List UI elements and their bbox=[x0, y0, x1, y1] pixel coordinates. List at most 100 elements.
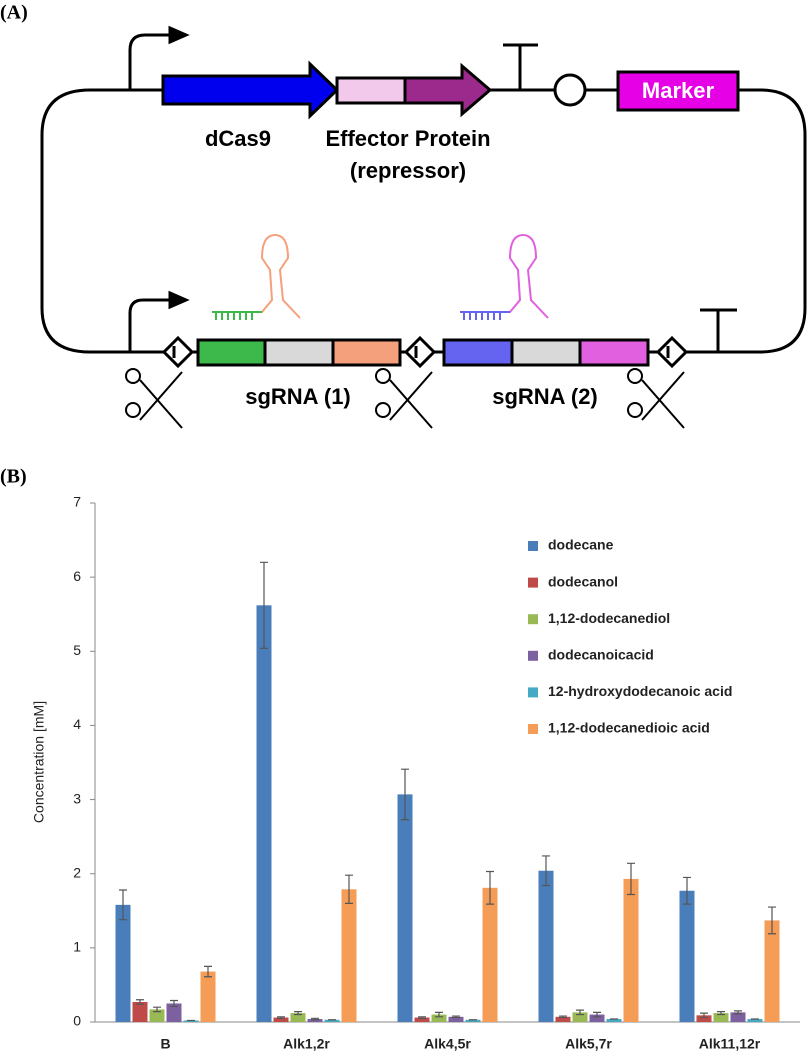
y-tick-label: 6 bbox=[73, 568, 81, 584]
error-bar bbox=[277, 1016, 285, 1019]
promoter-arrowhead bbox=[168, 290, 190, 310]
error-bar bbox=[700, 1012, 708, 1019]
bar bbox=[166, 1003, 182, 1022]
promoter bbox=[128, 33, 172, 90]
y-tick-label: 7 bbox=[73, 494, 81, 510]
legend-swatch bbox=[528, 650, 538, 661]
effector-domain bbox=[335, 76, 407, 105]
y-axis-title: Concentration [mM] bbox=[31, 701, 47, 823]
gene-label: (repressor) bbox=[350, 158, 466, 183]
bar bbox=[696, 1015, 712, 1022]
error-bar bbox=[486, 870, 494, 905]
legend-swatch bbox=[528, 724, 538, 734]
sgrna-guide bbox=[460, 311, 510, 320]
scissor-handle bbox=[375, 368, 391, 384]
error-bar bbox=[768, 906, 776, 935]
error-bar bbox=[452, 1015, 460, 1019]
x-tick-label: Alk1,2r bbox=[283, 1036, 330, 1052]
legend-label: dodecanol bbox=[548, 573, 618, 589]
legend-label: 1,12-dodecanedioic acid bbox=[548, 720, 710, 736]
terminator bbox=[503, 43, 538, 90]
y-tick-label: 0 bbox=[73, 1013, 81, 1029]
y-tick-label: 3 bbox=[73, 790, 81, 806]
cut-site bbox=[655, 335, 689, 369]
sgrna-structure bbox=[460, 233, 549, 319]
scissor-handle bbox=[627, 368, 643, 384]
marker-label: Marker bbox=[642, 78, 715, 103]
bar bbox=[115, 904, 131, 1022]
error-bar bbox=[260, 561, 268, 649]
legend-label: 1,12-dodecanediol bbox=[548, 610, 670, 626]
spacer-2 bbox=[442, 338, 514, 367]
error-bar bbox=[294, 1011, 302, 1016]
x-tick-label: Alk4,5r bbox=[424, 1036, 471, 1052]
marker-gene bbox=[616, 70, 740, 112]
error-bar bbox=[204, 965, 212, 978]
bar bbox=[465, 1019, 481, 1022]
bar bbox=[589, 1014, 605, 1022]
bar bbox=[183, 1020, 199, 1022]
panel-label: (A) bbox=[0, 2, 28, 24]
legend-swatch bbox=[528, 687, 538, 698]
sgrna-label: sgRNA (2) bbox=[492, 384, 598, 409]
gene-label: dCas9 bbox=[205, 126, 271, 151]
effector-gene bbox=[403, 62, 493, 118]
error-bar bbox=[542, 855, 550, 887]
bar bbox=[730, 1012, 746, 1022]
bar bbox=[713, 1013, 729, 1022]
bar bbox=[764, 920, 780, 1022]
origin bbox=[553, 73, 587, 107]
bar bbox=[307, 1019, 323, 1022]
scissor-handle bbox=[125, 368, 141, 384]
bar bbox=[324, 1019, 340, 1022]
bar bbox=[572, 1012, 588, 1022]
plasmid-diagram bbox=[40, 25, 807, 369]
legend-swatch bbox=[528, 541, 538, 551]
dcas9-gene bbox=[161, 60, 340, 120]
sgrna-icons bbox=[212, 233, 549, 320]
spacer-2-end bbox=[578, 338, 650, 367]
error-bar bbox=[593, 1011, 601, 1018]
sgrna-label: sgRNA (1) bbox=[245, 384, 351, 409]
y-tick-label: 4 bbox=[73, 716, 81, 732]
bar bbox=[606, 1019, 622, 1022]
error-bar bbox=[576, 1009, 584, 1016]
error-bar bbox=[627, 862, 635, 896]
x-tick-label: B bbox=[160, 1036, 170, 1052]
bar bbox=[538, 870, 554, 1022]
scissor-handle bbox=[375, 402, 391, 418]
error-bar bbox=[311, 1017, 319, 1021]
bar bbox=[200, 971, 216, 1022]
error-bar bbox=[717, 1011, 725, 1016]
error-bar bbox=[345, 874, 353, 904]
spacer-1-end bbox=[331, 338, 402, 367]
error-bar bbox=[559, 1015, 567, 1019]
scissor bbox=[389, 371, 433, 429]
error-bar bbox=[170, 999, 178, 1008]
panel-label: (B) bbox=[0, 466, 27, 488]
y-tick-label: 2 bbox=[73, 864, 81, 880]
promoter-arrowhead bbox=[168, 25, 190, 45]
bar bbox=[273, 1017, 289, 1022]
bar bbox=[431, 1014, 447, 1022]
error-bar bbox=[683, 876, 691, 905]
scissor-handle bbox=[627, 402, 643, 418]
bar bbox=[290, 1013, 306, 1022]
x-tick-label: Alk11,12r bbox=[699, 1036, 761, 1052]
bar bbox=[414, 1017, 430, 1022]
error-bar bbox=[401, 768, 409, 821]
error-bar bbox=[734, 1010, 742, 1015]
bar bbox=[448, 1016, 464, 1022]
bar bbox=[555, 1016, 571, 1022]
scissor-handle bbox=[125, 402, 141, 418]
scissor bbox=[139, 371, 183, 429]
legend-label: 12-hydroxydodecanoic acid bbox=[548, 683, 732, 699]
bar bbox=[482, 887, 498, 1022]
legend-label: dodecane bbox=[548, 537, 614, 553]
cut-site bbox=[161, 335, 195, 369]
terminator bbox=[700, 308, 737, 352]
error-bar bbox=[136, 999, 144, 1005]
y-tick-label: 1 bbox=[73, 939, 81, 955]
error-bar bbox=[153, 1006, 161, 1013]
